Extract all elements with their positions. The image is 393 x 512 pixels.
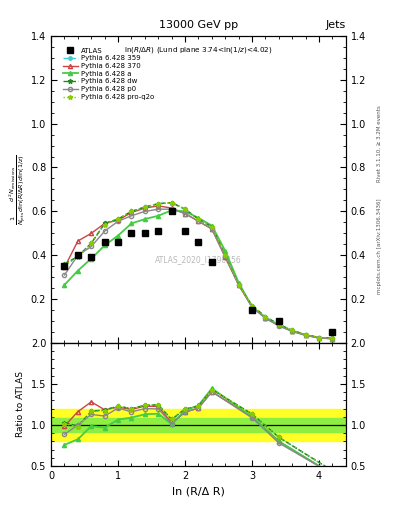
Text: ATLAS_2020_I1790256: ATLAS_2020_I1790256 [155, 255, 242, 265]
Text: Rivet 3.1.10, ≥ 3.2M events: Rivet 3.1.10, ≥ 3.2M events [377, 105, 382, 182]
Legend: ATLAS, Pythia 6.428 359, Pythia 6.428 370, Pythia 6.428 a, Pythia 6.428 dw, Pyth: ATLAS, Pythia 6.428 359, Pythia 6.428 37… [61, 46, 157, 102]
Text: 13000 GeV pp: 13000 GeV pp [159, 19, 238, 30]
Y-axis label: Ratio to ATLAS: Ratio to ATLAS [16, 372, 25, 437]
Text: Jets: Jets [325, 19, 346, 30]
Text: mcplots.cern.ch [arXiv:1306.3436]: mcplots.cern.ch [arXiv:1306.3436] [377, 198, 382, 293]
X-axis label: ln (R/Δ R): ln (R/Δ R) [172, 486, 225, 496]
Text: $\ln(R/\Delta R)$ (Lund plane 3.74<$\ln(1/z)$<4.02): $\ln(R/\Delta R)$ (Lund plane 3.74<$\ln(… [124, 45, 273, 55]
Y-axis label: $\frac{1}{N_\mathrm{jets}}\frac{d^2 N_\mathrm{emissions}}{d\ln(R/\Delta R)\,d\ln: $\frac{1}{N_\mathrm{jets}}\frac{d^2 N_\m… [7, 154, 28, 225]
